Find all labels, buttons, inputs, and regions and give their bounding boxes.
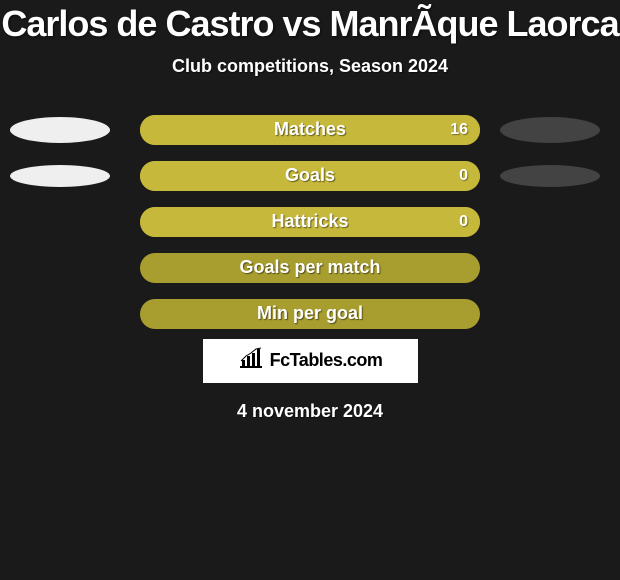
stat-bar: Goals0 (140, 161, 480, 191)
stat-label: Min per goal (140, 299, 480, 329)
comparison-widget: Carlos de Castro vs ManrÃ­que Laorca Clu… (0, 0, 620, 422)
stat-bar: Matches16 (140, 115, 480, 145)
stat-bar: Min per goal (140, 299, 480, 329)
left-ellipse (10, 165, 110, 187)
stat-value: 16 (450, 115, 468, 145)
page-title: Carlos de Castro vs ManrÃ­que Laorca (0, 4, 620, 44)
left-ellipse (10, 117, 110, 143)
stat-label: Goals (140, 161, 480, 191)
logo-box: FcTables.com (203, 339, 418, 383)
right-ellipse (500, 117, 600, 143)
right-ellipse (500, 165, 600, 187)
stat-row: Goals per match (0, 253, 620, 283)
chart-area: Matches16Goals0Hattricks0Goals per match… (0, 115, 620, 329)
stat-row: Min per goal (0, 299, 620, 329)
stat-label: Matches (140, 115, 480, 145)
stat-row: Hattricks0 (0, 207, 620, 237)
stat-value: 0 (459, 207, 468, 237)
stat-label: Goals per match (140, 253, 480, 283)
logo-text: FcTables.com (270, 350, 383, 371)
footer-date: 4 november 2024 (0, 401, 620, 422)
stat-label: Hattricks (140, 207, 480, 237)
bar-chart-icon (238, 347, 264, 374)
stat-row: Goals0 (0, 161, 620, 191)
stat-bar: Goals per match (140, 253, 480, 283)
stat-bar: Hattricks0 (140, 207, 480, 237)
stat-value: 0 (459, 161, 468, 191)
subtitle: Club competitions, Season 2024 (0, 56, 620, 77)
stat-row: Matches16 (0, 115, 620, 145)
